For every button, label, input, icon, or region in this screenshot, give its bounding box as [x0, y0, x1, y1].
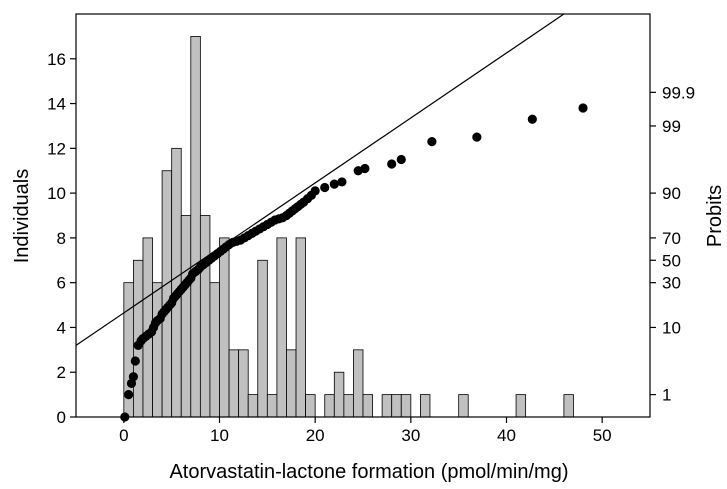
y-tick-label: 8 [57, 229, 66, 248]
histogram-bar [515, 394, 527, 418]
probit-tick-label: 10 [662, 318, 681, 337]
axes [70, 13, 656, 423]
histogram-bar [180, 215, 192, 418]
histogram-bar [381, 394, 393, 418]
histogram-bar [563, 394, 574, 418]
probit-point [310, 186, 320, 196]
histogram-bar [238, 349, 249, 418]
probit-axis-title: Probits [704, 185, 726, 247]
probit-point [124, 390, 134, 400]
y-tick-label: 10 [47, 184, 66, 203]
histogram-bar [400, 394, 412, 418]
probit-tick-label: 50 [662, 251, 681, 270]
probit-point [329, 179, 339, 189]
probit-point [360, 163, 370, 174]
plot-frame [75, 13, 651, 418]
probit-tick-label: 70 [662, 229, 681, 248]
histogram-bar [199, 215, 211, 418]
x-axis-title: Atorvastatin-lactone formation (pmol/min… [169, 461, 568, 483]
histogram-bar [247, 394, 259, 418]
histogram-bar [228, 349, 240, 418]
probit-tick-label: 99.9 [662, 83, 695, 102]
histogram-bar [295, 237, 306, 418]
probit-point [396, 154, 406, 165]
tick-labels: 0 10 20 30 40 50 0 2 4 6 8 10 12 14 16 1 10 30 50 70 90 99 99.… [47, 50, 695, 445]
x-tick-label: 10 [210, 426, 229, 445]
y-axis-title: Individuals [11, 169, 33, 264]
probit-point [387, 159, 397, 169]
probit-point [337, 177, 347, 187]
histogram-bar [219, 237, 230, 418]
probit-points [120, 103, 588, 422]
y-tick-label: 4 [57, 318, 66, 337]
probit-point [578, 103, 588, 113]
probit-point [427, 137, 437, 147]
histogram-bar [161, 170, 173, 418]
probit-point [128, 372, 138, 382]
histogram-bar [324, 394, 335, 418]
histogram-bar [362, 394, 373, 418]
x-tick-label: 50 [593, 426, 612, 445]
histogram-bar [276, 237, 287, 418]
probit-tick-label: 1 [662, 386, 671, 405]
probit-point [130, 356, 140, 366]
x-tick-label: 20 [306, 426, 325, 445]
histogram-bar [257, 259, 268, 418]
histogram-bar [286, 349, 297, 418]
probit-tick-label: 90 [662, 184, 681, 203]
histogram-bar [266, 394, 278, 418]
histogram-bar [190, 35, 201, 418]
histogram-bar [458, 394, 469, 418]
histogram-bar [391, 394, 402, 418]
x-tick-label: 30 [401, 426, 420, 445]
y-tick-label: 14 [47, 95, 66, 114]
fit-line-layer [76, 14, 565, 346]
histogram-bar [419, 394, 431, 418]
probit-point [320, 182, 330, 193]
histogram-bar [171, 147, 182, 418]
probit-point [527, 114, 537, 124]
histogram-bar [152, 282, 163, 418]
probit-tick-label: 99 [662, 117, 681, 136]
probit-fit-line [76, 14, 565, 346]
probit-tick-label: 30 [662, 274, 681, 293]
histogram-bar [343, 394, 354, 418]
y-tick-label: 12 [47, 139, 66, 158]
y-tick-label: 0 [57, 408, 66, 427]
histogram-bar [353, 349, 364, 418]
histogram-bar [305, 394, 316, 418]
y-tick-label: 2 [57, 363, 66, 382]
probit-point [472, 132, 482, 142]
y-tick-label: 6 [57, 274, 66, 293]
x-tick-label: 0 [119, 426, 128, 445]
y-tick-label: 16 [47, 50, 66, 69]
histogram-bar [333, 371, 345, 418]
histogram-bar [209, 282, 220, 418]
x-tick-label: 40 [497, 426, 516, 445]
